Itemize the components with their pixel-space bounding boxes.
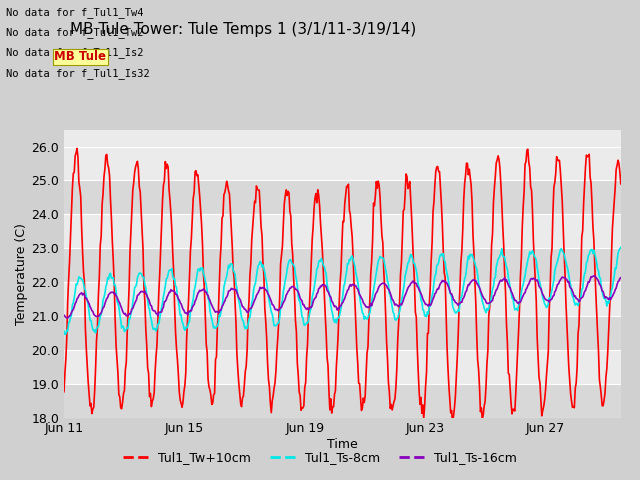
Bar bbox=[64, 180, 621, 214]
Legend: Tul1_Tw+10cm, Tul1_Ts-8cm, Tul1_Ts-16cm: Tul1_Tw+10cm, Tul1_Ts-8cm, Tul1_Ts-16cm bbox=[118, 446, 522, 469]
Bar bbox=[64, 384, 621, 418]
Bar bbox=[64, 146, 621, 180]
Text: No data for f_Tul1_Is2: No data for f_Tul1_Is2 bbox=[6, 48, 144, 59]
Text: No data for f_Tul1_Tw4: No data for f_Tul1_Tw4 bbox=[6, 7, 144, 18]
Bar bbox=[64, 248, 621, 282]
Text: MB Tule Tower: Tule Temps 1 (3/1/11-3/19/14): MB Tule Tower: Tule Temps 1 (3/1/11-3/19… bbox=[70, 22, 417, 36]
Text: No data for f_Tul1_Tw2: No data for f_Tul1_Tw2 bbox=[6, 27, 144, 38]
Text: MB Tule: MB Tule bbox=[54, 50, 106, 63]
Bar bbox=[64, 214, 621, 248]
Bar bbox=[64, 316, 621, 350]
X-axis label: Time: Time bbox=[327, 438, 358, 451]
Bar bbox=[64, 282, 621, 316]
Bar bbox=[64, 350, 621, 384]
Y-axis label: Temperature (C): Temperature (C) bbox=[15, 223, 29, 324]
Text: No data for f_Tul1_Is32: No data for f_Tul1_Is32 bbox=[6, 68, 150, 79]
